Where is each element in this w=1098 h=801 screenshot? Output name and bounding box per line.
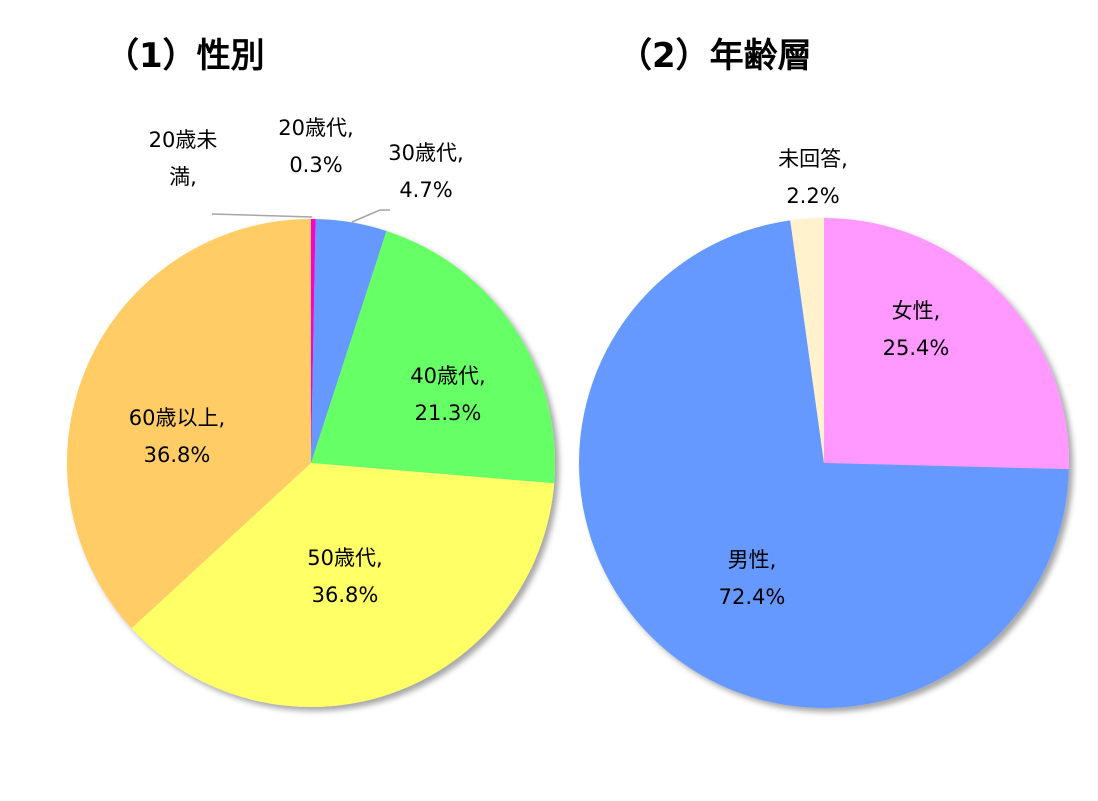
pie-slice [66, 219, 311, 629]
data-label: 20歳未満, [149, 128, 218, 189]
data-label-line: 2.2% [786, 184, 839, 208]
pie-chart-1: （1）性別 20歳未満, 20歳代, 0.3% 30歳代, 4.7% 40歳代, 21.3%… [66, 36, 555, 707]
data-label: 50歳代, 36.8% [307, 546, 382, 607]
pie-slice [311, 219, 387, 463]
data-label-line: 40歳代, [410, 364, 485, 388]
pie-slice [311, 230, 555, 484]
data-label: 男性, 72.4% [719, 548, 786, 609]
data-label-line: 72.4% [719, 585, 786, 609]
data-label: 60歳以上, 36.8% [129, 406, 225, 467]
data-label-line: 女性, [892, 299, 941, 323]
data-label: 未回答, 2.2% [778, 147, 848, 208]
data-label-line: 20歳未 [149, 128, 218, 152]
data-label: 女性, 25.4% [883, 299, 950, 360]
data-label-line: 男性, [728, 548, 777, 572]
pie-slice [824, 218, 1069, 470]
data-label: 20歳代, 0.3% [278, 116, 353, 177]
data-label: 40歳代, 21.3% [410, 364, 485, 425]
data-label: 30歳代, 4.7% [388, 141, 463, 202]
data-label-line: 0.3% [289, 153, 342, 177]
data-label-line: 25.4% [883, 336, 950, 360]
data-label-line: 30歳代, [388, 141, 463, 165]
leader-line [211, 213, 313, 218]
pie-slice [578, 220, 1069, 709]
data-label-line: 60歳以上, [129, 406, 225, 430]
pie-slice [790, 218, 824, 463]
leader-line [351, 209, 390, 223]
pie-chart-2: （2）年齢層 女性, 25.4% 男性, 72.4% 未回答, 2.2% [578, 36, 1069, 709]
data-label-line: 36.8% [144, 443, 211, 467]
pie-slice [311, 218, 316, 463]
chart-title: （1）性別 [105, 36, 265, 76]
data-label-line: 21.3% [415, 401, 482, 425]
data-label-line: 50歳代, [307, 546, 382, 570]
pie-slice [131, 463, 555, 707]
data-label-line: 未回答, [778, 147, 848, 171]
data-label-line: 満, [169, 165, 197, 189]
data-label-line: 4.7% [399, 178, 452, 202]
chart-title: （2）年齢層 [618, 36, 812, 76]
data-label-line: 36.8% [312, 583, 379, 607]
data-label-line: 20歳代, [278, 116, 353, 140]
